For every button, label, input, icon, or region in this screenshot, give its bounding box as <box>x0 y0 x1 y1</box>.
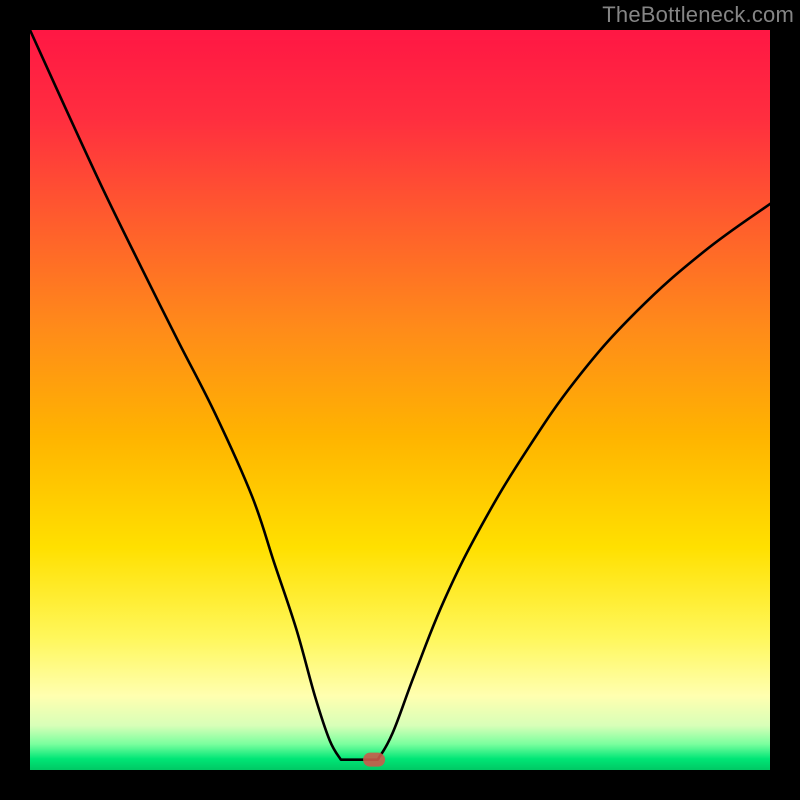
chart-container: TheBottleneck.com <box>0 0 800 800</box>
plot-background-gradient <box>30 30 770 770</box>
optimal-point-marker <box>363 753 385 767</box>
bottleneck-curve-chart <box>0 0 800 800</box>
watermark-label: TheBottleneck.com <box>602 2 794 28</box>
